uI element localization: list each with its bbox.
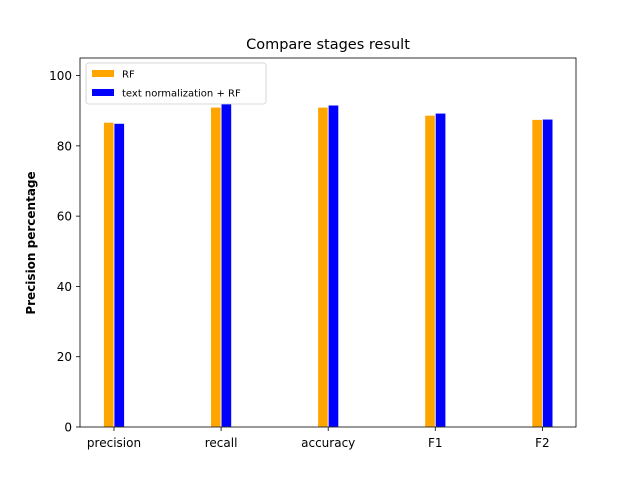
bar-rf-accuracy [317, 106, 329, 428]
x-tick-label: F1 [428, 436, 443, 450]
bar-text-normalization-rf-precision [113, 122, 125, 428]
x-tick-label: recall [205, 436, 238, 450]
legend-swatch [92, 89, 114, 96]
bar-rf-f1 [424, 114, 436, 428]
x-tick-label: precision [87, 436, 141, 450]
bar-text-normalization-rf-accuracy [327, 104, 340, 428]
y-tick-label: 20 [57, 350, 72, 364]
legend-swatch [92, 70, 114, 77]
bar-rf-recall [210, 106, 222, 428]
legend-label: RF [122, 70, 135, 81]
bar-text-normalization-rf-recall [220, 103, 233, 428]
chart-title: Compare stages result [246, 37, 410, 53]
x-tick-label: accuracy [301, 436, 355, 450]
y-tick-label: 60 [57, 210, 72, 224]
plot-frame [79, 57, 577, 428]
bar-text-normalization-rf-f1 [434, 112, 447, 428]
y-tick-label: 100 [49, 69, 72, 83]
y-tick-label: 0 [64, 421, 72, 435]
legend: RF text normalization + RF [85, 62, 267, 105]
legend-frame [85, 62, 267, 105]
bar-text-normalization-rf-f2 [542, 118, 554, 428]
y-tick-label: 40 [57, 280, 72, 294]
bar-rf-f2 [531, 119, 543, 428]
y-tick-label: 80 [57, 139, 72, 153]
y-axis-label: Precision percentage [24, 171, 38, 314]
legend-label: text normalization + RF [122, 89, 241, 100]
x-tick-label: F2 [535, 436, 550, 450]
plot-area: precision recall accuracy F1 F2 0 20 40 60 80 100 [49, 57, 577, 450]
bar-rf-precision [103, 121, 115, 428]
